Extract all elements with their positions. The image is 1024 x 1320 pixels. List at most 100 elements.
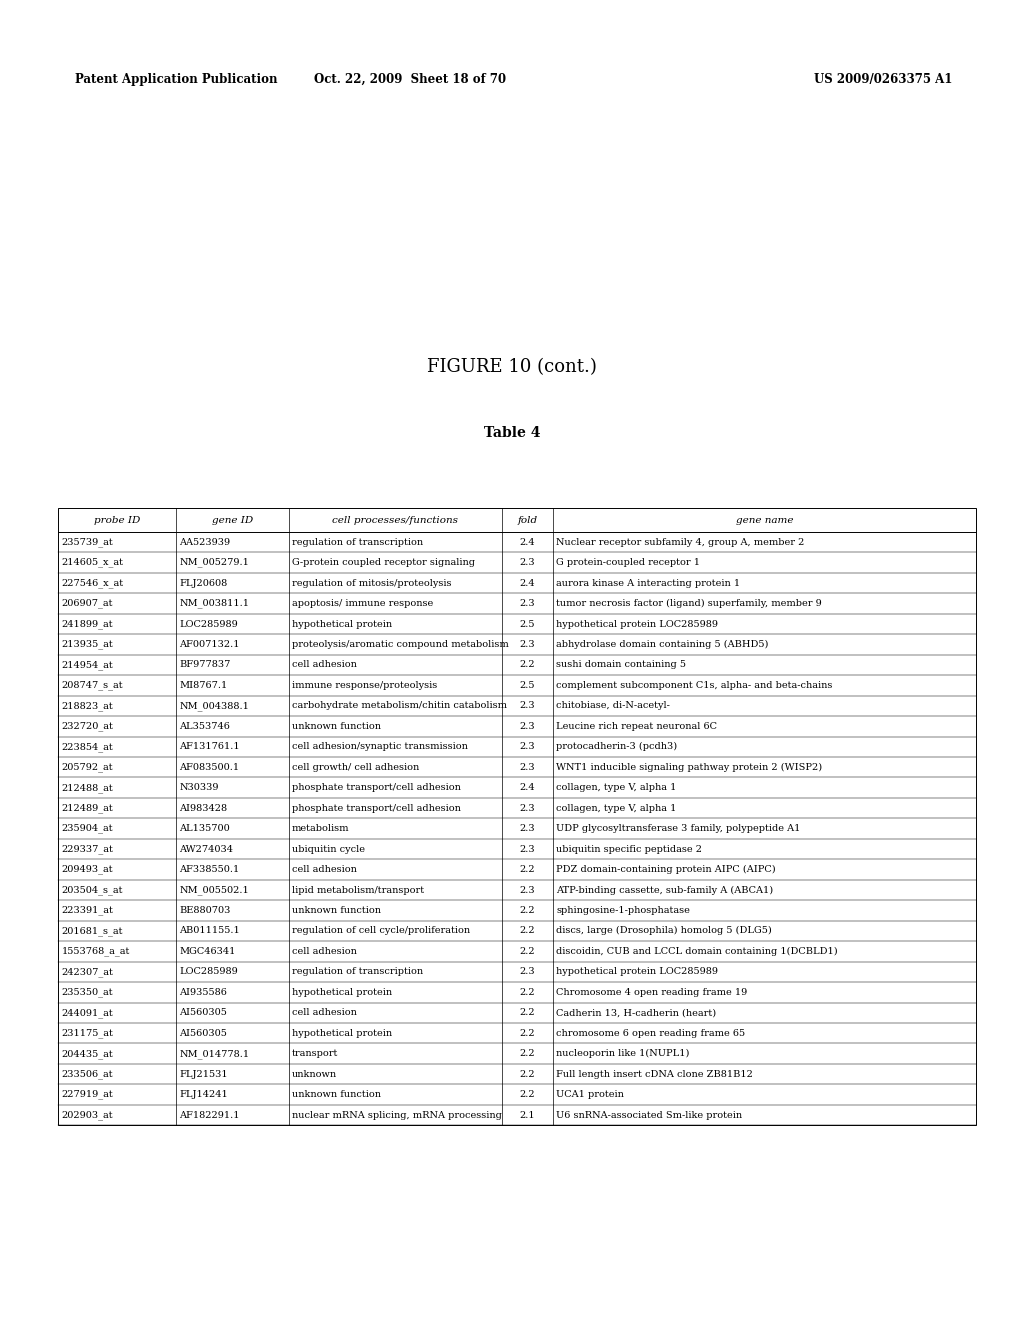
Text: sushi domain containing 5: sushi domain containing 5 bbox=[556, 660, 686, 669]
Text: collagen, type V, alpha 1: collagen, type V, alpha 1 bbox=[556, 804, 677, 813]
Text: 205792_at: 205792_at bbox=[61, 763, 113, 772]
Text: 2.1: 2.1 bbox=[519, 1110, 536, 1119]
Text: BF977837: BF977837 bbox=[179, 660, 230, 669]
Text: 223854_at: 223854_at bbox=[61, 742, 114, 751]
Text: UCA1 protein: UCA1 protein bbox=[556, 1090, 624, 1100]
Text: 235350_at: 235350_at bbox=[61, 987, 113, 997]
Text: Patent Application Publication: Patent Application Publication bbox=[75, 73, 278, 86]
Text: 2.2: 2.2 bbox=[519, 946, 536, 956]
Text: G protein-coupled receptor 1: G protein-coupled receptor 1 bbox=[556, 558, 700, 568]
Text: cell adhesion: cell adhesion bbox=[292, 865, 356, 874]
Text: AF131761.1: AF131761.1 bbox=[179, 742, 240, 751]
Text: ubiquitin specific peptidase 2: ubiquitin specific peptidase 2 bbox=[556, 845, 702, 854]
Text: 2.2: 2.2 bbox=[519, 660, 536, 669]
Text: Chromosome 4 open reading frame 19: Chromosome 4 open reading frame 19 bbox=[556, 987, 748, 997]
Text: AI560305: AI560305 bbox=[179, 1008, 227, 1018]
Text: NM_003811.1: NM_003811.1 bbox=[179, 599, 249, 609]
Text: WNT1 inducible signaling pathway protein 2 (WISP2): WNT1 inducible signaling pathway protein… bbox=[556, 763, 822, 772]
Text: 2.3: 2.3 bbox=[519, 886, 536, 895]
Text: 2.3: 2.3 bbox=[519, 742, 536, 751]
Text: 2.3: 2.3 bbox=[519, 845, 536, 854]
Text: NM_005502.1: NM_005502.1 bbox=[179, 886, 249, 895]
Text: 2.3: 2.3 bbox=[519, 824, 536, 833]
Text: 218823_at: 218823_at bbox=[61, 701, 114, 710]
Text: LOC285989: LOC285989 bbox=[179, 968, 238, 977]
Text: chromosome 6 open reading frame 65: chromosome 6 open reading frame 65 bbox=[556, 1028, 745, 1038]
Text: 1553768_a_at: 1553768_a_at bbox=[61, 946, 130, 956]
Text: hypothetical protein: hypothetical protein bbox=[292, 987, 392, 997]
Text: aurora kinase A interacting protein 1: aurora kinase A interacting protein 1 bbox=[556, 578, 740, 587]
Text: metabolism: metabolism bbox=[292, 824, 349, 833]
Text: fold: fold bbox=[517, 516, 538, 524]
Text: 2.2: 2.2 bbox=[519, 1028, 536, 1038]
Text: 2.3: 2.3 bbox=[519, 763, 536, 772]
Text: 203504_s_at: 203504_s_at bbox=[61, 886, 123, 895]
Text: 212488_at: 212488_at bbox=[61, 783, 114, 792]
Text: 2.2: 2.2 bbox=[519, 927, 536, 936]
Text: unknown function: unknown function bbox=[292, 906, 381, 915]
Text: 227546_x_at: 227546_x_at bbox=[61, 578, 124, 587]
Text: 2.5: 2.5 bbox=[519, 619, 536, 628]
Text: 2.4: 2.4 bbox=[519, 783, 536, 792]
Text: MI8767.1: MI8767.1 bbox=[179, 681, 227, 690]
Text: 235739_at: 235739_at bbox=[61, 537, 114, 546]
Text: 241899_at: 241899_at bbox=[61, 619, 113, 628]
Text: cell processes/functions: cell processes/functions bbox=[332, 516, 459, 524]
Text: 229337_at: 229337_at bbox=[61, 845, 114, 854]
Text: FIGURE 10 (cont.): FIGURE 10 (cont.) bbox=[427, 358, 597, 376]
Text: hypothetical protein: hypothetical protein bbox=[292, 619, 392, 628]
Text: AF083500.1: AF083500.1 bbox=[179, 763, 240, 772]
Text: 2.3: 2.3 bbox=[519, 640, 536, 649]
Text: AI935586: AI935586 bbox=[179, 987, 227, 997]
Text: regulation of mitosis/proteolysis: regulation of mitosis/proteolysis bbox=[292, 578, 452, 587]
Text: NM_014778.1: NM_014778.1 bbox=[179, 1049, 249, 1059]
Text: 2.3: 2.3 bbox=[519, 804, 536, 813]
Text: 233506_at: 233506_at bbox=[61, 1069, 113, 1078]
Text: 231175_at: 231175_at bbox=[61, 1028, 114, 1038]
Text: phosphate transport/cell adhesion: phosphate transport/cell adhesion bbox=[292, 804, 461, 813]
Text: chitobiase, di-N-acetyl-: chitobiase, di-N-acetyl- bbox=[556, 701, 670, 710]
Text: 2.2: 2.2 bbox=[519, 1090, 536, 1100]
Text: US 2009/0263375 A1: US 2009/0263375 A1 bbox=[814, 73, 952, 86]
Text: FLJ14241: FLJ14241 bbox=[179, 1090, 228, 1100]
Text: G-protein coupled receptor signaling: G-protein coupled receptor signaling bbox=[292, 558, 475, 568]
Text: 208747_s_at: 208747_s_at bbox=[61, 681, 123, 690]
Text: immune response/proteolysis: immune response/proteolysis bbox=[292, 681, 437, 690]
Text: 209493_at: 209493_at bbox=[61, 865, 113, 874]
Text: cell adhesion: cell adhesion bbox=[292, 946, 356, 956]
Text: NM_005279.1: NM_005279.1 bbox=[179, 558, 249, 568]
Text: Leucine rich repeat neuronal 6C: Leucine rich repeat neuronal 6C bbox=[556, 722, 717, 731]
Text: 201681_s_at: 201681_s_at bbox=[61, 927, 123, 936]
Text: unknown: unknown bbox=[292, 1069, 337, 1078]
Text: 2.2: 2.2 bbox=[519, 906, 536, 915]
Text: nuclear mRNA splicing, mRNA processing: nuclear mRNA splicing, mRNA processing bbox=[292, 1110, 502, 1119]
Text: N30339: N30339 bbox=[179, 783, 219, 792]
Text: 2.2: 2.2 bbox=[519, 987, 536, 997]
Text: AA523939: AA523939 bbox=[179, 537, 230, 546]
Text: gene name: gene name bbox=[735, 516, 794, 524]
Text: UDP glycosyltransferase 3 family, polypeptide A1: UDP glycosyltransferase 3 family, polype… bbox=[556, 824, 801, 833]
Text: cell adhesion: cell adhesion bbox=[292, 1008, 356, 1018]
Text: discoidin, CUB and LCCL domain containing 1(DCBLD1): discoidin, CUB and LCCL domain containin… bbox=[556, 946, 838, 956]
Text: regulation of transcription: regulation of transcription bbox=[292, 537, 423, 546]
Text: hypothetical protein: hypothetical protein bbox=[292, 1028, 392, 1038]
Text: 227919_at: 227919_at bbox=[61, 1090, 114, 1100]
Text: FLJ20608: FLJ20608 bbox=[179, 578, 227, 587]
Text: transport: transport bbox=[292, 1049, 338, 1059]
Text: AL135700: AL135700 bbox=[179, 824, 230, 833]
Text: AI560305: AI560305 bbox=[179, 1028, 227, 1038]
Text: 202903_at: 202903_at bbox=[61, 1110, 113, 1119]
Text: AF182291.1: AF182291.1 bbox=[179, 1110, 240, 1119]
Text: collagen, type V, alpha 1: collagen, type V, alpha 1 bbox=[556, 783, 677, 792]
Text: 2.5: 2.5 bbox=[519, 681, 536, 690]
Text: 2.3: 2.3 bbox=[519, 558, 536, 568]
Text: ATP-binding cassette, sub-family A (ABCA1): ATP-binding cassette, sub-family A (ABCA… bbox=[556, 886, 773, 895]
Text: U6 snRNA-associated Sm-like protein: U6 snRNA-associated Sm-like protein bbox=[556, 1110, 742, 1119]
Text: carbohydrate metabolism/chitin catabolism: carbohydrate metabolism/chitin catabolis… bbox=[292, 701, 507, 710]
Text: 2.4: 2.4 bbox=[519, 537, 536, 546]
Text: 2.3: 2.3 bbox=[519, 722, 536, 731]
Text: 235904_at: 235904_at bbox=[61, 824, 113, 833]
Text: unknown function: unknown function bbox=[292, 1090, 381, 1100]
Text: sphingosine-1-phosphatase: sphingosine-1-phosphatase bbox=[556, 906, 690, 915]
Text: lipid metabolism/transport: lipid metabolism/transport bbox=[292, 886, 424, 895]
